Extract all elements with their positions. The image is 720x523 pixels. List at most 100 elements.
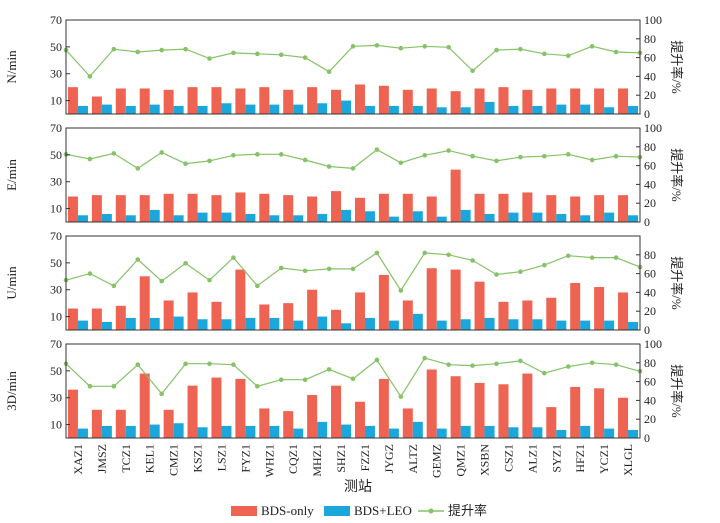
bar-bds-only bbox=[354, 292, 365, 330]
bar-bds-only bbox=[522, 373, 533, 438]
bar-bds-leo bbox=[317, 103, 328, 114]
y2-axis-title: 提升率/% bbox=[669, 364, 684, 418]
bar-bds-only bbox=[450, 91, 461, 114]
y-tick-label: 10 bbox=[50, 310, 62, 324]
x-tick-label: TCZ1 bbox=[119, 444, 133, 473]
bar-bds-only bbox=[91, 96, 102, 114]
rate-point bbox=[326, 164, 332, 169]
bar-bds-leo bbox=[101, 104, 112, 114]
y-tick-label: 70 bbox=[50, 229, 62, 243]
rate-point bbox=[111, 46, 117, 52]
panel-frame bbox=[65, 127, 641, 223]
x-tick-label: JMSZ bbox=[95, 444, 109, 473]
bar-bds-leo bbox=[341, 323, 352, 330]
rate-point bbox=[565, 253, 571, 259]
rate-point bbox=[159, 391, 164, 397]
bar-bds-leo bbox=[197, 212, 208, 222]
y2-tick-label: 60 bbox=[644, 375, 656, 389]
rate-point bbox=[183, 361, 188, 367]
bar-bds-only bbox=[211, 301, 222, 330]
bar-bds-leo bbox=[436, 428, 447, 438]
panel-frame bbox=[65, 343, 641, 439]
rate-point bbox=[374, 250, 380, 256]
bar-bds-only bbox=[570, 283, 581, 330]
bar-bds-leo bbox=[197, 105, 208, 114]
rate-point bbox=[111, 384, 117, 389]
bar-bds-leo bbox=[436, 107, 447, 114]
bar-bds-only bbox=[259, 408, 270, 438]
rate-point bbox=[207, 56, 212, 61]
legend-label-bds-only: BDS-only bbox=[261, 503, 314, 518]
bar-bds-only bbox=[331, 309, 342, 330]
rate-point bbox=[111, 283, 117, 289]
panel-frame bbox=[65, 235, 641, 331]
bar-bds-leo bbox=[628, 429, 639, 438]
y-tick-label: 30 bbox=[50, 283, 62, 297]
x-tick-label: SHZ1 bbox=[334, 444, 348, 473]
rate-point bbox=[302, 55, 308, 60]
rate-point bbox=[350, 166, 356, 171]
bar-bds-leo bbox=[77, 320, 88, 330]
y2-tick-label: 0 bbox=[644, 431, 650, 445]
rate-point bbox=[589, 44, 595, 49]
rate-point bbox=[302, 157, 308, 163]
bar-bds-only bbox=[67, 196, 78, 222]
bar-bds-leo bbox=[245, 317, 256, 330]
y2-tick-label: 60 bbox=[644, 51, 656, 65]
bar-bds-leo bbox=[149, 317, 160, 330]
x-tick-label: CSZ1 bbox=[501, 444, 515, 472]
legend-label-rate: 提升率 bbox=[448, 503, 487, 518]
rate-point bbox=[207, 361, 212, 367]
bar-bds-only bbox=[307, 87, 318, 114]
rate-point bbox=[302, 377, 308, 383]
rate-point bbox=[255, 384, 260, 389]
bar-bds-only bbox=[522, 192, 533, 222]
rate-point bbox=[135, 257, 141, 262]
y2-tick-label: 80 bbox=[644, 32, 656, 46]
bar-bds-only bbox=[259, 304, 270, 330]
bar-bds-leo bbox=[436, 216, 447, 222]
rate-point bbox=[87, 271, 93, 276]
bar-bds-only bbox=[474, 88, 485, 114]
x-tick-label: CQZ1 bbox=[286, 444, 300, 474]
bar-bds-leo bbox=[604, 320, 615, 330]
bar-bds-leo bbox=[604, 428, 615, 438]
legend-swatch-bds-leo bbox=[324, 506, 350, 516]
bar-bds-only bbox=[163, 89, 174, 114]
rate-point bbox=[446, 44, 451, 50]
bar-bds-only bbox=[187, 87, 198, 114]
bar-bds-leo bbox=[149, 424, 160, 438]
bar-bds-only bbox=[91, 308, 102, 330]
legend: BDS-only BDS+LEO 提升率 bbox=[231, 503, 487, 518]
rate-point bbox=[398, 160, 404, 166]
bar-bds-leo bbox=[149, 104, 160, 114]
x-tick-label: XAZ1 bbox=[71, 444, 85, 475]
bar-bds-only bbox=[474, 382, 485, 438]
bar-bds-only bbox=[498, 193, 509, 222]
legend-swatch-bds-only bbox=[231, 506, 257, 516]
bar-bds-only bbox=[402, 300, 413, 330]
bar-bds-leo bbox=[412, 105, 423, 114]
panel-1: 10 30 50 70 0 20 40 60 80 100 E/min 提升率/% bbox=[4, 121, 684, 229]
x-tick-label: XSBN bbox=[478, 444, 492, 476]
bar-bds-only bbox=[570, 88, 581, 114]
bar-bds-leo bbox=[364, 317, 375, 330]
bar-bds-only bbox=[91, 409, 102, 438]
y2-tick-label: 100 bbox=[644, 337, 662, 351]
rate-point bbox=[350, 376, 356, 382]
y2-axis-title: 提升率/% bbox=[669, 256, 684, 310]
bar-bds-only bbox=[402, 89, 413, 114]
rate-point bbox=[398, 288, 404, 293]
y-tick-label: 30 bbox=[50, 175, 62, 189]
bar-bds-leo bbox=[580, 320, 591, 330]
rate-line bbox=[65, 44, 641, 78]
bar-bds-only bbox=[498, 301, 509, 330]
bar-bds-leo bbox=[556, 429, 567, 438]
bar-bds-leo bbox=[460, 425, 471, 438]
rate-point bbox=[231, 152, 236, 158]
bar-bds-only bbox=[402, 193, 413, 222]
y-tick-label: 50 bbox=[50, 256, 62, 270]
rate-point bbox=[398, 45, 404, 51]
bar-bds-leo bbox=[628, 105, 639, 114]
bar-bds-leo bbox=[101, 213, 112, 222]
